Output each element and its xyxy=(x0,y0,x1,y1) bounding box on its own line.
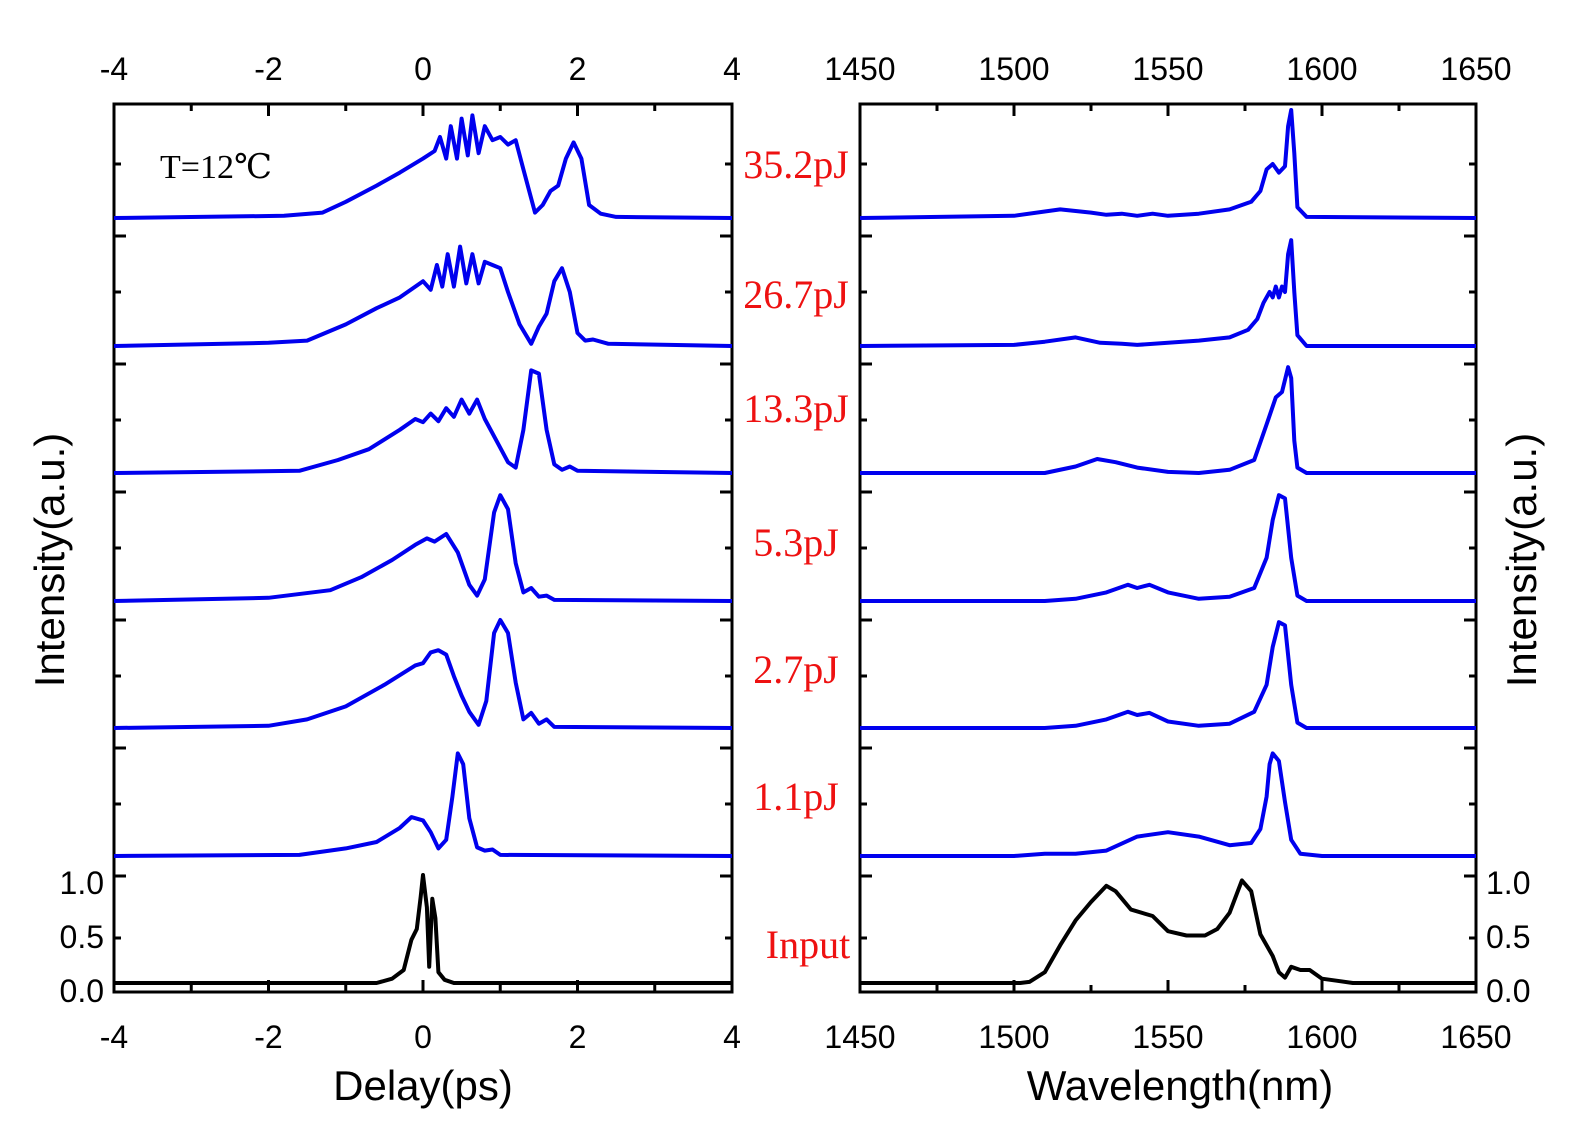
tick-marks xyxy=(112,102,1478,994)
right-y-tick-label: 0.0 xyxy=(1486,973,1530,1009)
left-panel-frame xyxy=(112,102,734,994)
spectral-series-input xyxy=(860,878,1476,985)
spectral-series-2-7pj xyxy=(860,620,1476,730)
right-y-tick-label: 0.5 xyxy=(1486,919,1530,955)
energy-label-1-1pj: 1.1pJ xyxy=(753,774,839,819)
temporal-series-2-7pj xyxy=(113,618,733,730)
temporal-series-input xyxy=(114,873,732,985)
right-x-tick-label: 1600 xyxy=(1286,1019,1357,1055)
right-x-tick-label: 1500 xyxy=(978,1019,1049,1055)
right-top-tick-label: 1550 xyxy=(1132,51,1203,87)
temporal-series-5-3pj xyxy=(113,493,733,603)
spectral-traces xyxy=(859,108,1477,985)
left-x-tick-label: 4 xyxy=(723,1019,741,1055)
spectral-series-1-1pj xyxy=(860,751,1476,858)
right-panel-frame xyxy=(858,102,1478,994)
right-y-ticks: 0.0 0.5 1.0 xyxy=(1486,865,1530,1009)
right-y-axis-title: Intensity(a.u.) xyxy=(1498,433,1545,687)
right-x-tick-label: 1550 xyxy=(1132,1019,1203,1055)
left-top-tick-label: 2 xyxy=(569,51,587,87)
right-top-tick-label: 1650 xyxy=(1440,51,1511,87)
left-x-tick-label: -4 xyxy=(100,1019,128,1055)
spectral-series-26-7pj xyxy=(859,238,1476,348)
right-x-tick-label: 1650 xyxy=(1440,1019,1511,1055)
spectral-series-5-3pj xyxy=(860,493,1476,603)
left-y-tick-label: 0.0 xyxy=(60,973,104,1009)
energy-label-26-7pj: 26.7pJ xyxy=(743,272,849,317)
left-x-axis-title: Delay(ps) xyxy=(333,1062,513,1109)
left-x-tick-label: 2 xyxy=(569,1019,587,1055)
left-top-tick-label: -2 xyxy=(254,51,282,87)
temporal-series-13-3pj xyxy=(113,368,733,475)
energy-label-input: Input xyxy=(766,922,850,967)
left-top-tick-label: -4 xyxy=(100,51,128,87)
left-y-tick-label: 1.0 xyxy=(60,865,104,901)
energy-label-35-2pj: 35.2pJ xyxy=(743,142,849,187)
temporal-series-35-2pj xyxy=(113,113,733,220)
left-y-tick-label: 0.5 xyxy=(60,919,104,955)
right-x-ticks-bottom: 1450 1500 1550 1600 1650 xyxy=(824,1019,1511,1055)
right-x-ticks-top: 1450 1500 1550 1600 1650 xyxy=(824,51,1511,87)
energy-label-13-3pj: 13.3pJ xyxy=(743,386,849,431)
temporal-series-26-7pj xyxy=(113,244,733,348)
energy-labels: 35.2pJ 26.7pJ 13.3pJ 5.3pJ 2.7pJ 1.1pJ I… xyxy=(743,142,850,967)
left-x-ticks-top: -4 -2 0 2 4 xyxy=(100,51,741,87)
spectral-series-35-2pj xyxy=(859,108,1477,220)
left-y-ticks: 0.0 0.5 1.0 xyxy=(60,865,104,1009)
left-x-tick-label: -2 xyxy=(254,1019,282,1055)
left-x-tick-label: 0 xyxy=(414,1019,432,1055)
right-x-axis-title: Wavelength(nm) xyxy=(1027,1062,1334,1109)
right-top-tick-label: 1450 xyxy=(824,51,895,87)
left-top-tick-label: 0 xyxy=(414,51,432,87)
temporal-series-1-1pj xyxy=(113,751,733,858)
right-top-tick-label: 1500 xyxy=(978,51,1049,87)
energy-label-2-7pj: 2.7pJ xyxy=(753,647,839,692)
left-x-ticks-bottom: -4 -2 0 2 4 xyxy=(100,1019,741,1055)
left-y-axis-title: Intensity(a.u.) xyxy=(26,433,73,687)
right-y-tick-label: 1.0 xyxy=(1486,865,1530,901)
left-top-tick-label: 4 xyxy=(723,51,741,87)
temperature-annotation: T=12℃ xyxy=(160,149,272,186)
spectral-series-13-3pj xyxy=(860,365,1476,475)
right-x-tick-label: 1450 xyxy=(824,1019,895,1055)
energy-label-5-3pj: 5.3pJ xyxy=(753,520,839,565)
right-top-tick-label: 1600 xyxy=(1286,51,1357,87)
temporal-traces xyxy=(113,113,733,985)
